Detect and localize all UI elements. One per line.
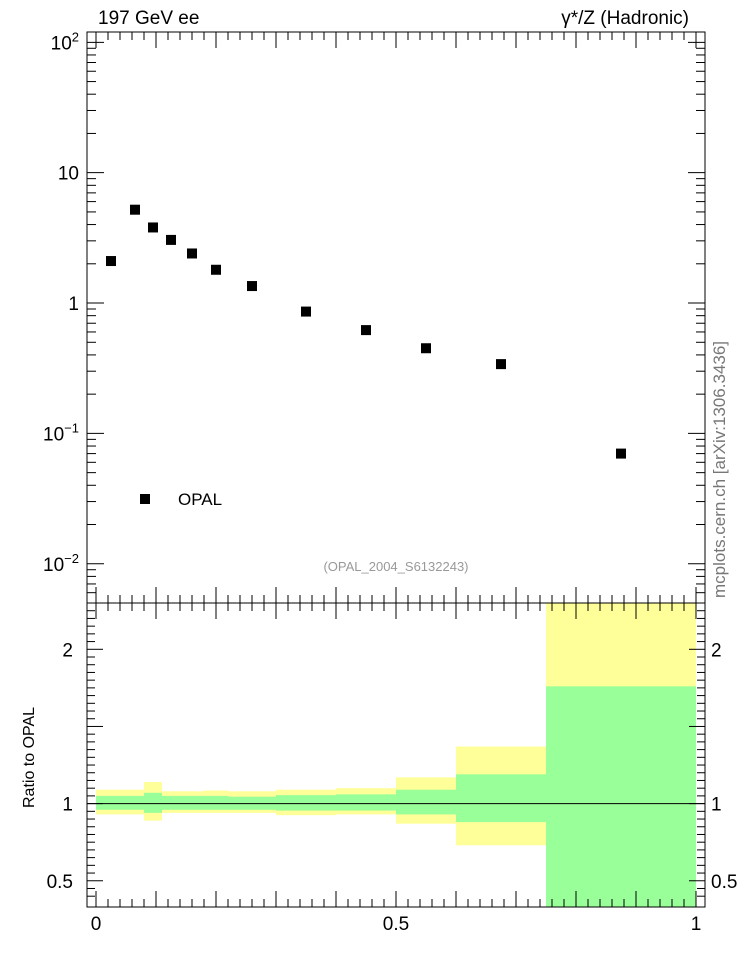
ratio-inner-band bbox=[456, 774, 546, 823]
ratio-y-tick-label: 0.5 bbox=[711, 872, 737, 893]
ratio-y-tick-label: 2 bbox=[711, 640, 722, 661]
x-tick-label: 1 bbox=[691, 914, 702, 935]
data-point bbox=[187, 248, 197, 259]
y-tick-label: 102 bbox=[51, 29, 79, 54]
ratio-y-tick-label: 1 bbox=[62, 795, 73, 816]
ratio-y-tick-label: 2 bbox=[62, 640, 73, 661]
y-tick-label: 1 bbox=[68, 294, 79, 315]
data-point bbox=[496, 359, 506, 370]
ratio-inner-band bbox=[276, 795, 336, 811]
y-tick-label: 10 bbox=[58, 164, 79, 185]
data-point bbox=[106, 256, 116, 267]
data-point bbox=[421, 343, 431, 354]
ratio-y-tick-label: 0.5 bbox=[47, 872, 73, 893]
analysis-id: (OPAL_2004_S6132243) bbox=[323, 559, 468, 574]
data-markers bbox=[106, 204, 626, 459]
main-plot-frame bbox=[86, 31, 706, 604]
data-point bbox=[211, 264, 221, 275]
data-point bbox=[130, 204, 140, 215]
ratio-inner-band bbox=[546, 686, 696, 907]
data-point bbox=[247, 281, 257, 292]
ratio-inner-band bbox=[162, 795, 180, 810]
ratio-inner-band bbox=[180, 795, 204, 810]
y-tick-label: 10−1 bbox=[43, 420, 79, 445]
ratio-inner-band bbox=[336, 794, 396, 811]
ratio-bands bbox=[96, 603, 696, 907]
ratio-axis-ticks bbox=[87, 602, 705, 907]
ratio-y-tick-label: 1 bbox=[711, 795, 722, 816]
data-point bbox=[361, 325, 371, 336]
ratio-inner-band bbox=[204, 795, 228, 810]
side-label: mcplots.cern.ch [arXiv:1306.3436] bbox=[710, 340, 729, 598]
data-point bbox=[616, 448, 626, 459]
main-axis-ticks bbox=[87, 32, 705, 604]
x-tick-label: 0.5 bbox=[383, 914, 409, 935]
ratio-plot-frame bbox=[86, 602, 706, 908]
x-tick-label: 0 bbox=[91, 914, 102, 935]
x-tick-labels: 0 0.5 1 bbox=[91, 914, 702, 935]
data-point bbox=[166, 234, 176, 245]
header-process: γ*/Z (Hadronic) bbox=[561, 8, 689, 29]
ratio-inner-band bbox=[96, 795, 144, 810]
legend-label: OPAL bbox=[178, 490, 222, 509]
header-energy: 197 GeV ee bbox=[98, 8, 200, 29]
data-point bbox=[148, 222, 158, 233]
legend-marker bbox=[140, 494, 150, 504]
data-point bbox=[301, 306, 311, 317]
ratio-y-tick-labels: 0.5 0.5 1 1 2 2 bbox=[47, 640, 738, 892]
main-y-tick-labels: 10−2 10−1 1 10 102 bbox=[43, 29, 79, 575]
ratio-inner-band bbox=[396, 789, 456, 815]
ratio-axis-label: Ratio to OPAL bbox=[21, 706, 38, 808]
ratio-inner-band bbox=[144, 792, 162, 813]
y-tick-label: 10−2 bbox=[43, 551, 79, 576]
